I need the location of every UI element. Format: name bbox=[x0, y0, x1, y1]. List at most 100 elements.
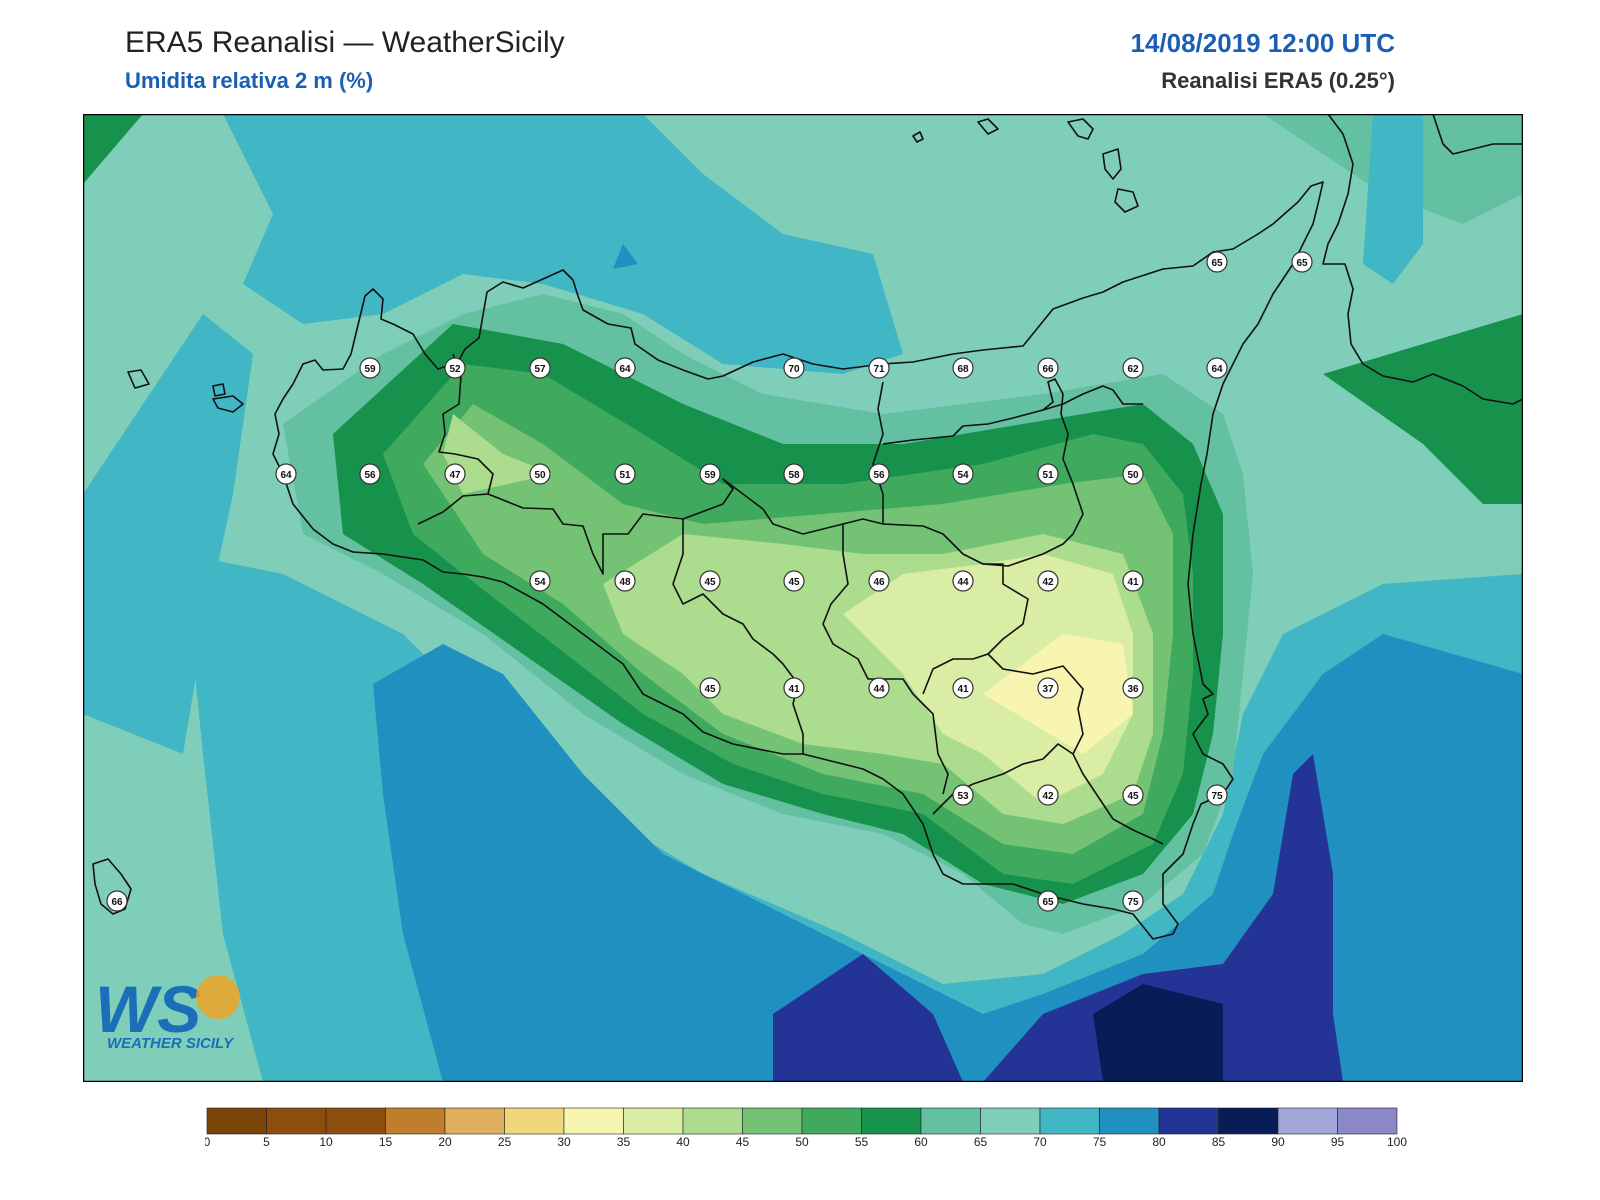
colorbar-tick-label: 0 bbox=[205, 1135, 211, 1147]
colorbar-swatch bbox=[325, 1107, 386, 1135]
colorbar-swatch bbox=[563, 1107, 624, 1135]
station-value: 68 bbox=[957, 364, 969, 375]
province-border-catania bbox=[882, 378, 1084, 567]
station-marker: 41 bbox=[952, 677, 974, 699]
station-marker: 56 bbox=[868, 463, 890, 485]
station-value: 41 bbox=[788, 684, 800, 695]
station-marker: 64 bbox=[614, 357, 636, 379]
station-value: 48 bbox=[619, 577, 631, 588]
station-marker: 65 bbox=[1037, 890, 1059, 912]
station-marker-circle bbox=[1206, 251, 1228, 273]
station-marker: 41 bbox=[1122, 570, 1144, 592]
colorbar-swatch bbox=[504, 1107, 565, 1135]
station-marker: 59 bbox=[699, 463, 721, 485]
station-marker-circle bbox=[614, 570, 636, 592]
station-marker-circle bbox=[1037, 784, 1059, 806]
field-75-80-spot bbox=[613, 244, 638, 269]
station-marker-circle bbox=[868, 570, 890, 592]
station-marker: 37 bbox=[1037, 677, 1059, 699]
station-marker-circle bbox=[529, 570, 551, 592]
province-border-palermo bbox=[487, 381, 884, 575]
station-marker-circle bbox=[783, 570, 805, 592]
colorbar-swatch bbox=[682, 1107, 743, 1135]
colorbar-tick-label: 90 bbox=[1271, 1135, 1285, 1147]
colorbar-tick-label: 75 bbox=[1093, 1135, 1107, 1147]
field-70-75-north bbox=[223, 114, 903, 374]
field-70-75-northeast bbox=[1363, 114, 1423, 284]
colorbar-swatch bbox=[742, 1107, 803, 1135]
field-80-85-west bbox=[773, 954, 963, 1082]
island-eolie-1 bbox=[977, 118, 999, 135]
station-marker-circle bbox=[1206, 784, 1228, 806]
weathersicily-logo: WS WEATHER SICILY bbox=[95, 972, 240, 1052]
province-border-caltanissetta bbox=[822, 524, 949, 795]
station-value: 64 bbox=[619, 364, 631, 375]
station-value: 75 bbox=[1127, 897, 1139, 908]
colorbar-tick-label: 35 bbox=[617, 1135, 631, 1147]
station-value: 66 bbox=[111, 897, 123, 908]
colorbar-tick-label: 50 bbox=[795, 1135, 809, 1147]
station-markers: 65 65 59 52 57 64 70 71 68 66 62 64 64 56 47 50 51 59 58 56… bbox=[106, 251, 1313, 912]
station-marker: 57 bbox=[529, 357, 551, 379]
province-border-agrigento bbox=[672, 519, 804, 754]
station-marker: 44 bbox=[868, 677, 890, 699]
station-value: 64 bbox=[1211, 364, 1223, 375]
colorbar-tick-label: 80 bbox=[1152, 1135, 1166, 1147]
island-eolie-3 bbox=[1102, 148, 1122, 180]
station-value: 56 bbox=[873, 470, 885, 481]
island-pantelleria bbox=[92, 858, 132, 915]
station-value: 46 bbox=[873, 577, 885, 588]
station-marker: 71 bbox=[868, 357, 890, 379]
datetime-label: 14/08/2019 12:00 UTC bbox=[1130, 28, 1395, 58]
station-marker-circle bbox=[614, 357, 636, 379]
station-value: 54 bbox=[534, 577, 546, 588]
colorbar-swatch bbox=[980, 1107, 1041, 1135]
station-marker-circle bbox=[1291, 251, 1313, 273]
logo-sun-icon bbox=[196, 975, 240, 1019]
station-marker-circle bbox=[1122, 890, 1144, 912]
station-marker: 51 bbox=[1037, 463, 1059, 485]
calabria-coastline bbox=[1322, 114, 1523, 405]
station-marker-circle bbox=[1122, 784, 1144, 806]
station-value: 53 bbox=[957, 791, 969, 802]
station-marker-circle bbox=[359, 463, 381, 485]
station-marker-circle bbox=[952, 570, 974, 592]
station-marker-circle bbox=[699, 463, 721, 485]
station-marker: 66 bbox=[1037, 357, 1059, 379]
humidity-fields bbox=[83, 114, 1523, 1082]
station-value: 50 bbox=[534, 470, 546, 481]
station-marker-circle bbox=[783, 463, 805, 485]
station-marker: 36 bbox=[1122, 677, 1144, 699]
colorbar-tick-label: 30 bbox=[557, 1135, 571, 1147]
station-value: 37 bbox=[1042, 684, 1054, 695]
island-ustica bbox=[912, 131, 924, 143]
colorbar-ticks: 0 5 10 15 20 25 30 35 40 45 50 55 60 65 70 75 80 85 90 95 10… bbox=[205, 1135, 1407, 1147]
station-value: 62 bbox=[1127, 364, 1139, 375]
station-value: 52 bbox=[449, 364, 461, 375]
station-marker: 54 bbox=[529, 570, 551, 592]
station-marker-circle bbox=[614, 463, 636, 485]
station-marker-circle bbox=[699, 570, 721, 592]
station-marker: 68 bbox=[952, 357, 974, 379]
colorbar-swatch bbox=[1158, 1107, 1219, 1135]
station-marker: 41 bbox=[783, 677, 805, 699]
station-marker: 66 bbox=[106, 890, 128, 912]
colorbar-swatch bbox=[206, 1107, 267, 1135]
station-marker-circle bbox=[1122, 677, 1144, 699]
station-value: 54 bbox=[957, 470, 969, 481]
colorbar-tick-label: 15 bbox=[379, 1135, 393, 1147]
station-value: 45 bbox=[704, 577, 716, 588]
station-marker-circle bbox=[1122, 570, 1144, 592]
colorbar-swatch bbox=[1337, 1107, 1398, 1135]
field-35-40-island bbox=[843, 554, 1133, 804]
station-marker-circle bbox=[1122, 463, 1144, 485]
station-marker-circle bbox=[444, 463, 466, 485]
island-egadi-2 bbox=[212, 383, 226, 397]
variable-subtitle: Umidita relativa 2 m (%) bbox=[125, 68, 374, 93]
station-marker-circle bbox=[1037, 890, 1059, 912]
station-marker: 50 bbox=[529, 463, 551, 485]
colorbar-tick-label: 65 bbox=[974, 1135, 988, 1147]
station-marker-circle bbox=[952, 784, 974, 806]
station-marker: 42 bbox=[1037, 570, 1059, 592]
colorbar-swatch bbox=[1099, 1107, 1160, 1135]
